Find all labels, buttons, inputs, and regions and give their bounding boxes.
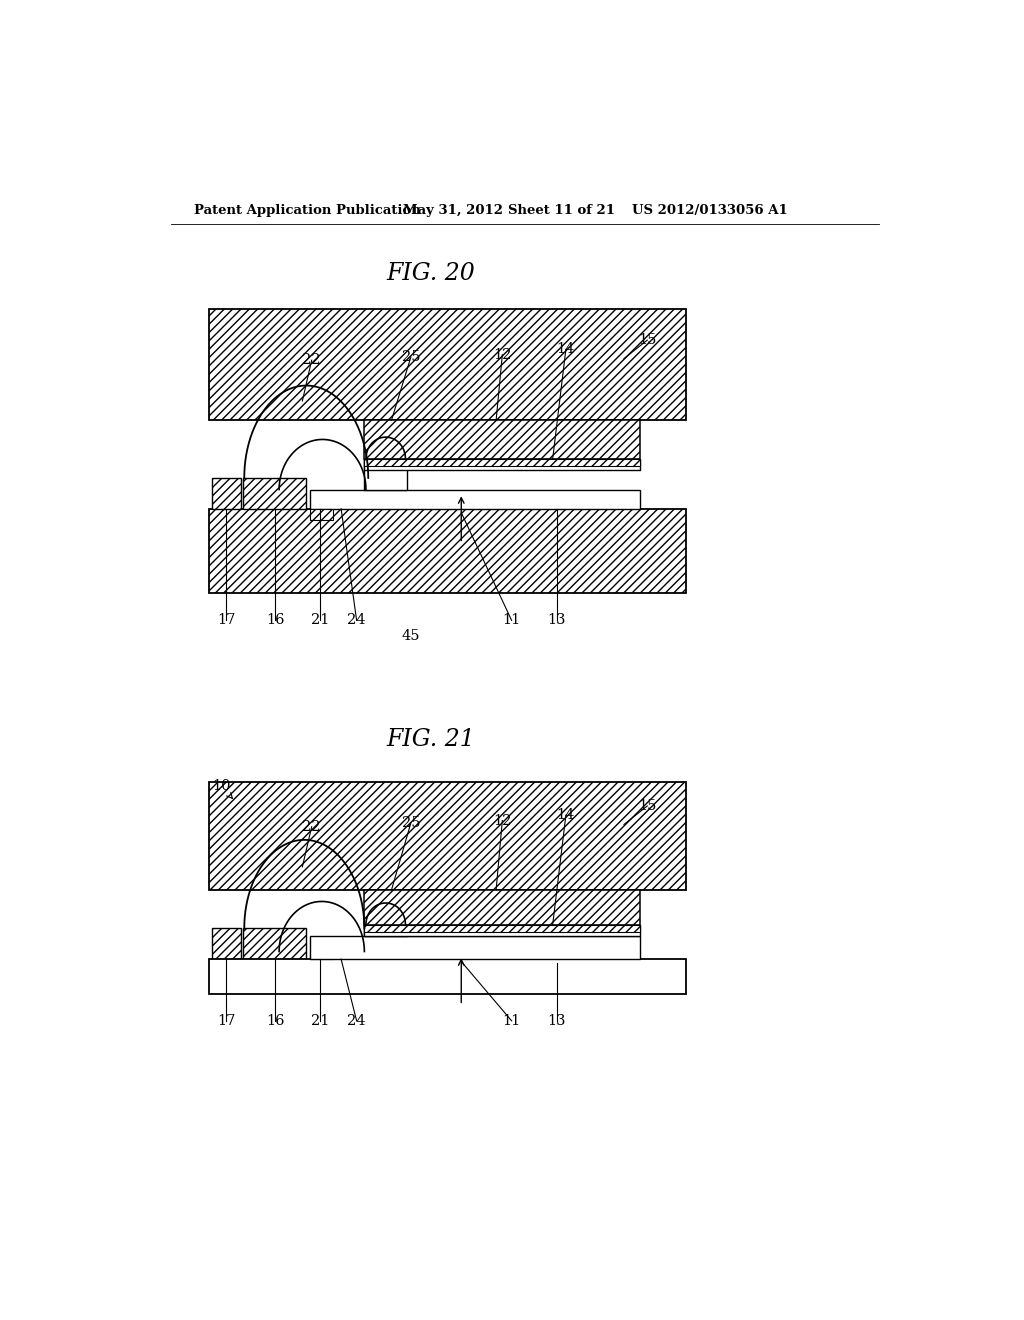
Text: 11: 11	[503, 1014, 521, 1028]
Bar	[212, 928, 241, 960]
Bar	[209, 508, 686, 594]
Bar	[243, 478, 306, 508]
Text: FIG. 20: FIG. 20	[386, 263, 475, 285]
Text: 22: 22	[302, 820, 321, 834]
Text: 17: 17	[217, 614, 236, 627]
Bar	[209, 781, 686, 890]
Bar	[310, 936, 640, 960]
Bar	[212, 478, 241, 508]
Text: 25: 25	[401, 816, 420, 830]
Bar	[209, 960, 686, 994]
Text: 15: 15	[638, 333, 656, 347]
Text: 24: 24	[347, 614, 366, 627]
Text: 45: 45	[401, 628, 420, 643]
Text: 24: 24	[347, 1014, 366, 1028]
Bar	[310, 490, 640, 508]
Text: 25: 25	[401, 350, 420, 364]
Text: US 2012/0133056 A1: US 2012/0133056 A1	[632, 205, 787, 218]
Bar	[310, 952, 334, 960]
Text: Patent Application Publication: Patent Application Publication	[194, 205, 421, 218]
Bar	[365, 890, 640, 924]
Text: Sheet 11 of 21: Sheet 11 of 21	[508, 205, 614, 218]
Bar	[365, 420, 640, 459]
Text: 12: 12	[494, 813, 512, 828]
Bar	[365, 459, 640, 466]
Text: 16: 16	[266, 614, 285, 627]
Bar	[365, 924, 640, 936]
Text: 15: 15	[638, 799, 656, 813]
Bar	[365, 924, 407, 936]
Text: 10: 10	[212, 779, 230, 793]
Text: 17: 17	[217, 1014, 236, 1028]
Text: 11: 11	[503, 614, 521, 627]
Text: 21: 21	[311, 1014, 330, 1028]
Text: 14: 14	[557, 808, 575, 822]
Text: 21: 21	[311, 614, 330, 627]
Text: 22: 22	[302, 354, 321, 367]
Bar	[365, 924, 640, 932]
Bar	[365, 459, 640, 470]
Text: 12: 12	[494, 347, 512, 362]
Text: May 31, 2012: May 31, 2012	[403, 205, 503, 218]
Bar	[243, 928, 306, 960]
Text: 13: 13	[547, 1014, 566, 1028]
Bar	[310, 508, 334, 520]
Text: 13: 13	[547, 614, 566, 627]
Text: FIG. 21: FIG. 21	[386, 729, 475, 751]
Text: 16: 16	[266, 1014, 285, 1028]
Text: 14: 14	[557, 342, 575, 356]
Bar	[209, 309, 686, 420]
Bar	[365, 459, 407, 490]
